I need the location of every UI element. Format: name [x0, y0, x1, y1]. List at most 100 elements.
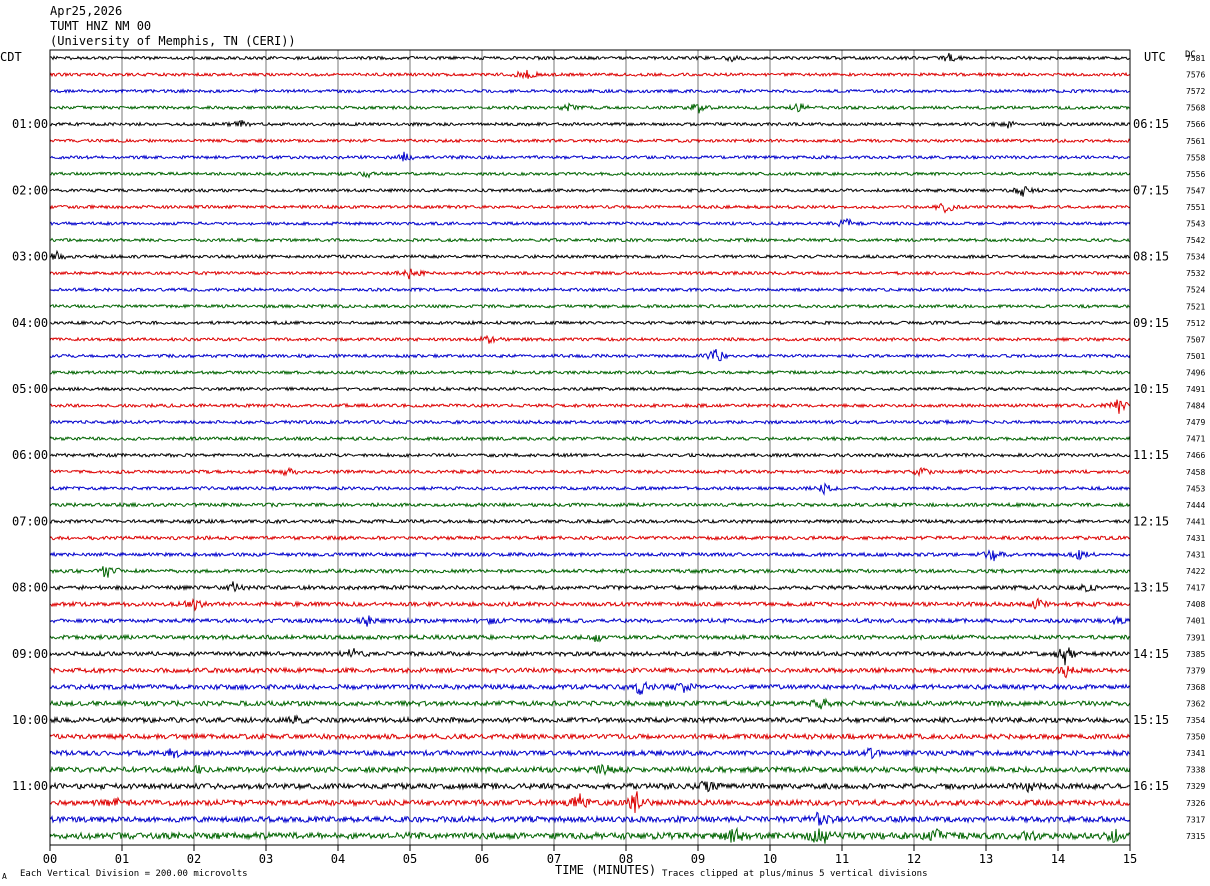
dc-offset-label: 7524 [1186, 286, 1205, 295]
trace-line [49, 615, 1131, 627]
trace-line [49, 69, 1131, 80]
right-hour-label: 15:15 [1133, 713, 1169, 727]
header-station: TUMT HNZ NM 00 [50, 19, 152, 33]
right-hour-label: 13:15 [1133, 581, 1169, 595]
dc-offset-label: 7422 [1186, 567, 1205, 576]
dc-offset-label: 7479 [1186, 418, 1205, 427]
trace-line [49, 170, 1131, 179]
right-hour-label: 07:15 [1133, 183, 1169, 197]
trace-line [49, 137, 1131, 144]
dc-offset-label: 7542 [1186, 236, 1205, 245]
right-hour-label: 12:15 [1133, 514, 1169, 528]
dc-offset-label: 7507 [1186, 335, 1205, 344]
dc-offset-label: 7338 [1186, 766, 1205, 775]
trace-line [49, 435, 1131, 442]
left-hour-label: 10:00 [12, 713, 48, 727]
dc-offset-label: 7572 [1186, 87, 1205, 96]
trace-line [49, 348, 1131, 362]
x-tick-label: 05 [403, 852, 417, 866]
left-hour-label: 05:00 [12, 382, 48, 396]
x-tick-label: 07 [547, 852, 561, 866]
trace-line [49, 334, 1131, 344]
left-hour-label: 06:00 [12, 448, 48, 462]
dc-offset-label: 7566 [1186, 120, 1205, 129]
trace-line [49, 249, 1131, 260]
left-hour-label: 02:00 [12, 183, 48, 197]
dc-offset-label: 7315 [1186, 832, 1205, 841]
left-hour-label: 07:00 [12, 514, 48, 528]
trace-line [49, 399, 1131, 414]
trace-line [49, 680, 1131, 695]
x-tick-label: 10 [763, 852, 777, 866]
dc-offset-label: 7543 [1186, 220, 1205, 229]
trace-line [49, 732, 1131, 741]
trace-line [49, 286, 1131, 293]
x-tick-label: 11 [835, 852, 849, 866]
dc-offset-label: 7471 [1186, 435, 1205, 444]
trace-line [49, 237, 1131, 243]
dc-offset-label: 7558 [1186, 153, 1205, 162]
dc-offset-label: 7581 [1186, 54, 1205, 63]
trace-line [49, 714, 1131, 725]
plot-frame [49, 49, 1131, 846]
trace-line [49, 763, 1131, 776]
trace-line [49, 633, 1131, 643]
dc-offset-label: 7431 [1186, 551, 1205, 560]
dc-offset-label: 7368 [1186, 683, 1205, 692]
dc-offset-label: 7496 [1186, 368, 1205, 377]
dc-offset-label: 7551 [1186, 203, 1205, 212]
dc-offset-label: 7431 [1186, 534, 1205, 543]
left-hour-label: 08:00 [12, 581, 48, 595]
right-hour-label: 14:15 [1133, 647, 1169, 661]
trace-line [49, 303, 1131, 310]
x-tick-label: 01 [115, 852, 129, 866]
dc-offset-label: 7556 [1186, 170, 1205, 179]
right-hour-label: 16:15 [1133, 779, 1169, 793]
trace-line [49, 597, 1131, 612]
trace-line [49, 566, 1131, 578]
trace-line [49, 581, 1131, 593]
dc-offset-label: 7576 [1186, 71, 1205, 80]
trace-line [50, 369, 1131, 376]
dc-header-label: DC [1185, 50, 1196, 60]
seismic-traces [49, 52, 1131, 844]
right-timezone-label: UTC [1144, 50, 1166, 64]
trace-line [49, 102, 1131, 114]
left-hour-label: 04:00 [12, 316, 48, 330]
right-hour-label: 08:15 [1133, 250, 1169, 264]
time-gridlines [49, 50, 1131, 851]
x-tick-label: 15 [1123, 852, 1137, 866]
trace-line [49, 697, 1131, 710]
trace-line [49, 549, 1131, 562]
trace-line [49, 482, 1131, 496]
dc-offset-label: 7534 [1186, 253, 1205, 262]
trace-line [49, 780, 1131, 794]
trace-line [49, 791, 1131, 814]
dc-offset-label: 7401 [1186, 617, 1205, 626]
dc-offset-label: 7379 [1186, 666, 1205, 675]
left-hour-label: 09:00 [12, 647, 48, 661]
dc-offset-label: 7408 [1186, 600, 1205, 609]
left-hour-label: 11:00 [12, 779, 48, 793]
header-network: (University of Memphis, TN (CERI)) [50, 34, 296, 48]
x-axis-title: TIME (MINUTES) [555, 863, 656, 877]
dc-offset-label: 7547 [1186, 186, 1205, 195]
trace-line [49, 452, 1131, 459]
trace-line [49, 746, 1131, 760]
trace-line [49, 826, 1131, 844]
header-date: Apr25,2026 [50, 4, 123, 18]
dc-offset-label: 7453 [1186, 484, 1205, 493]
trace-line [49, 518, 1131, 525]
x-tick-label: 06 [475, 852, 489, 866]
trace-line [49, 217, 1131, 228]
scale-note: Each Vertical Division = 200.00 microvol… [20, 869, 248, 879]
x-tick-label: 08 [619, 852, 633, 866]
dc-offset-label: 7484 [1186, 402, 1205, 411]
dc-offset-label: 7354 [1186, 716, 1205, 725]
left-timezone-label: CDT [0, 50, 22, 64]
trace-line [49, 319, 1131, 326]
dc-offset-label: 7561 [1186, 137, 1205, 146]
dc-offset-label: 7466 [1186, 451, 1205, 460]
right-hour-label: 06:15 [1133, 117, 1169, 131]
